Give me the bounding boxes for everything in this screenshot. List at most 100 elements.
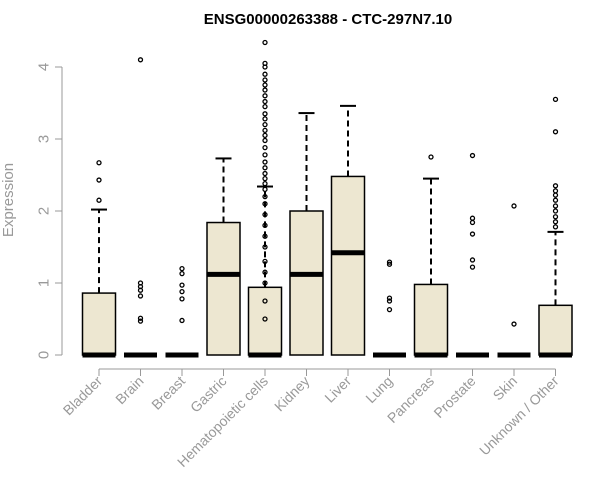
outlier-point — [552, 208, 559, 214]
plot-area — [81, 39, 573, 358]
outlier-point — [262, 60, 268, 67]
outlier-point — [262, 87, 268, 93]
outlier-point — [262, 71, 268, 77]
outlier-point — [552, 224, 559, 230]
x-tick-label: Skin — [490, 373, 521, 404]
outlier-point — [262, 39, 268, 46]
box-group — [330, 104, 366, 356]
y-tick-label: 1 — [36, 279, 53, 287]
outlier-point — [469, 219, 476, 226]
box-group — [81, 160, 117, 358]
outlier-point — [262, 280, 268, 286]
outlier-point — [262, 244, 268, 250]
outlier-point — [262, 144, 268, 151]
outlier-point — [262, 222, 268, 229]
y-tick-label: 2 — [36, 207, 53, 215]
outlier-point — [179, 296, 185, 302]
box — [206, 221, 241, 356]
outlier-point — [552, 188, 559, 194]
outlier-point — [179, 282, 185, 288]
outlier-point — [262, 77, 268, 83]
x-tick-label: Brain — [112, 373, 146, 407]
box-group — [456, 152, 489, 358]
outlier-point — [137, 57, 144, 63]
outlier-point — [262, 170, 268, 177]
outlier-point — [137, 318, 144, 324]
outlier-point — [262, 186, 268, 193]
box-group — [206, 157, 241, 356]
outlier-point — [552, 183, 559, 189]
box-group — [289, 112, 324, 356]
outlier-point — [179, 288, 185, 295]
outlier-point — [386, 298, 393, 304]
box — [289, 210, 324, 356]
outlier-point — [179, 265, 185, 272]
outlier-point — [262, 211, 268, 218]
x-tick-label: Kidney — [271, 373, 313, 415]
outlier-point — [552, 96, 559, 103]
box-group — [247, 39, 283, 358]
outlier-point — [262, 193, 268, 200]
outlier-point — [511, 203, 517, 209]
outlier-point — [552, 214, 559, 220]
outlier-point — [262, 298, 268, 304]
y-tick-label: 4 — [36, 63, 53, 71]
outlier-point — [179, 270, 185, 277]
outlier-point — [262, 82, 268, 88]
outlier-point — [386, 261, 393, 267]
outlier-point — [96, 197, 102, 203]
outlier-point — [469, 152, 476, 159]
box — [538, 304, 573, 356]
chart-title: ENSG00000263388 - CTC-297N7.10 — [204, 11, 452, 28]
outlier-point — [137, 315, 144, 321]
y-axis: 0 1 2 3 4 — [36, 63, 63, 359]
outlier-point — [428, 154, 434, 160]
outlier-point — [137, 293, 144, 299]
outlier-point — [262, 132, 268, 139]
y-axis-label: Expression — [0, 163, 17, 237]
x-tick-label: Breast — [148, 373, 188, 413]
box-group — [373, 259, 406, 358]
x-tick-label: Unknown / Other — [476, 373, 562, 459]
outlier-point — [262, 201, 268, 207]
box-group — [165, 265, 199, 358]
outlier-point — [386, 259, 393, 265]
y-tick-label: 0 — [36, 351, 53, 359]
x-tick-label: Bladder — [60, 373, 106, 419]
outlier-point — [469, 257, 476, 263]
outlier-point — [262, 116, 268, 122]
outlier-point — [386, 306, 393, 313]
outlier-point — [262, 159, 268, 165]
outlier-point — [262, 103, 268, 110]
box-group — [497, 203, 531, 358]
outlier-point — [262, 111, 268, 117]
box — [413, 283, 449, 356]
box-group — [413, 154, 449, 358]
outlier-point — [262, 175, 268, 182]
outlier-point — [262, 258, 268, 265]
outlier-point — [511, 321, 517, 327]
outlier-point — [96, 177, 102, 183]
outlier-point — [262, 269, 268, 275]
outlier-point — [262, 165, 268, 171]
outlier-point — [96, 160, 102, 166]
outlier-point — [262, 127, 268, 134]
outlier-point — [552, 197, 559, 203]
outlier-point — [262, 233, 268, 239]
outlier-point — [552, 203, 559, 209]
outlier-point — [262, 152, 268, 158]
outlier-point — [262, 180, 268, 187]
outlier-point — [262, 316, 268, 322]
outlier-point — [262, 93, 268, 99]
outlier-point — [179, 317, 185, 324]
x-tick-label: Prostate — [430, 373, 478, 421]
box-group — [124, 57, 157, 358]
box-group — [538, 96, 573, 358]
outlier-point — [262, 137, 268, 144]
y-tick-label: 3 — [36, 135, 53, 143]
outlier-point — [469, 215, 476, 221]
outlier-point — [386, 295, 393, 301]
x-tick-label: Liver — [321, 373, 354, 406]
